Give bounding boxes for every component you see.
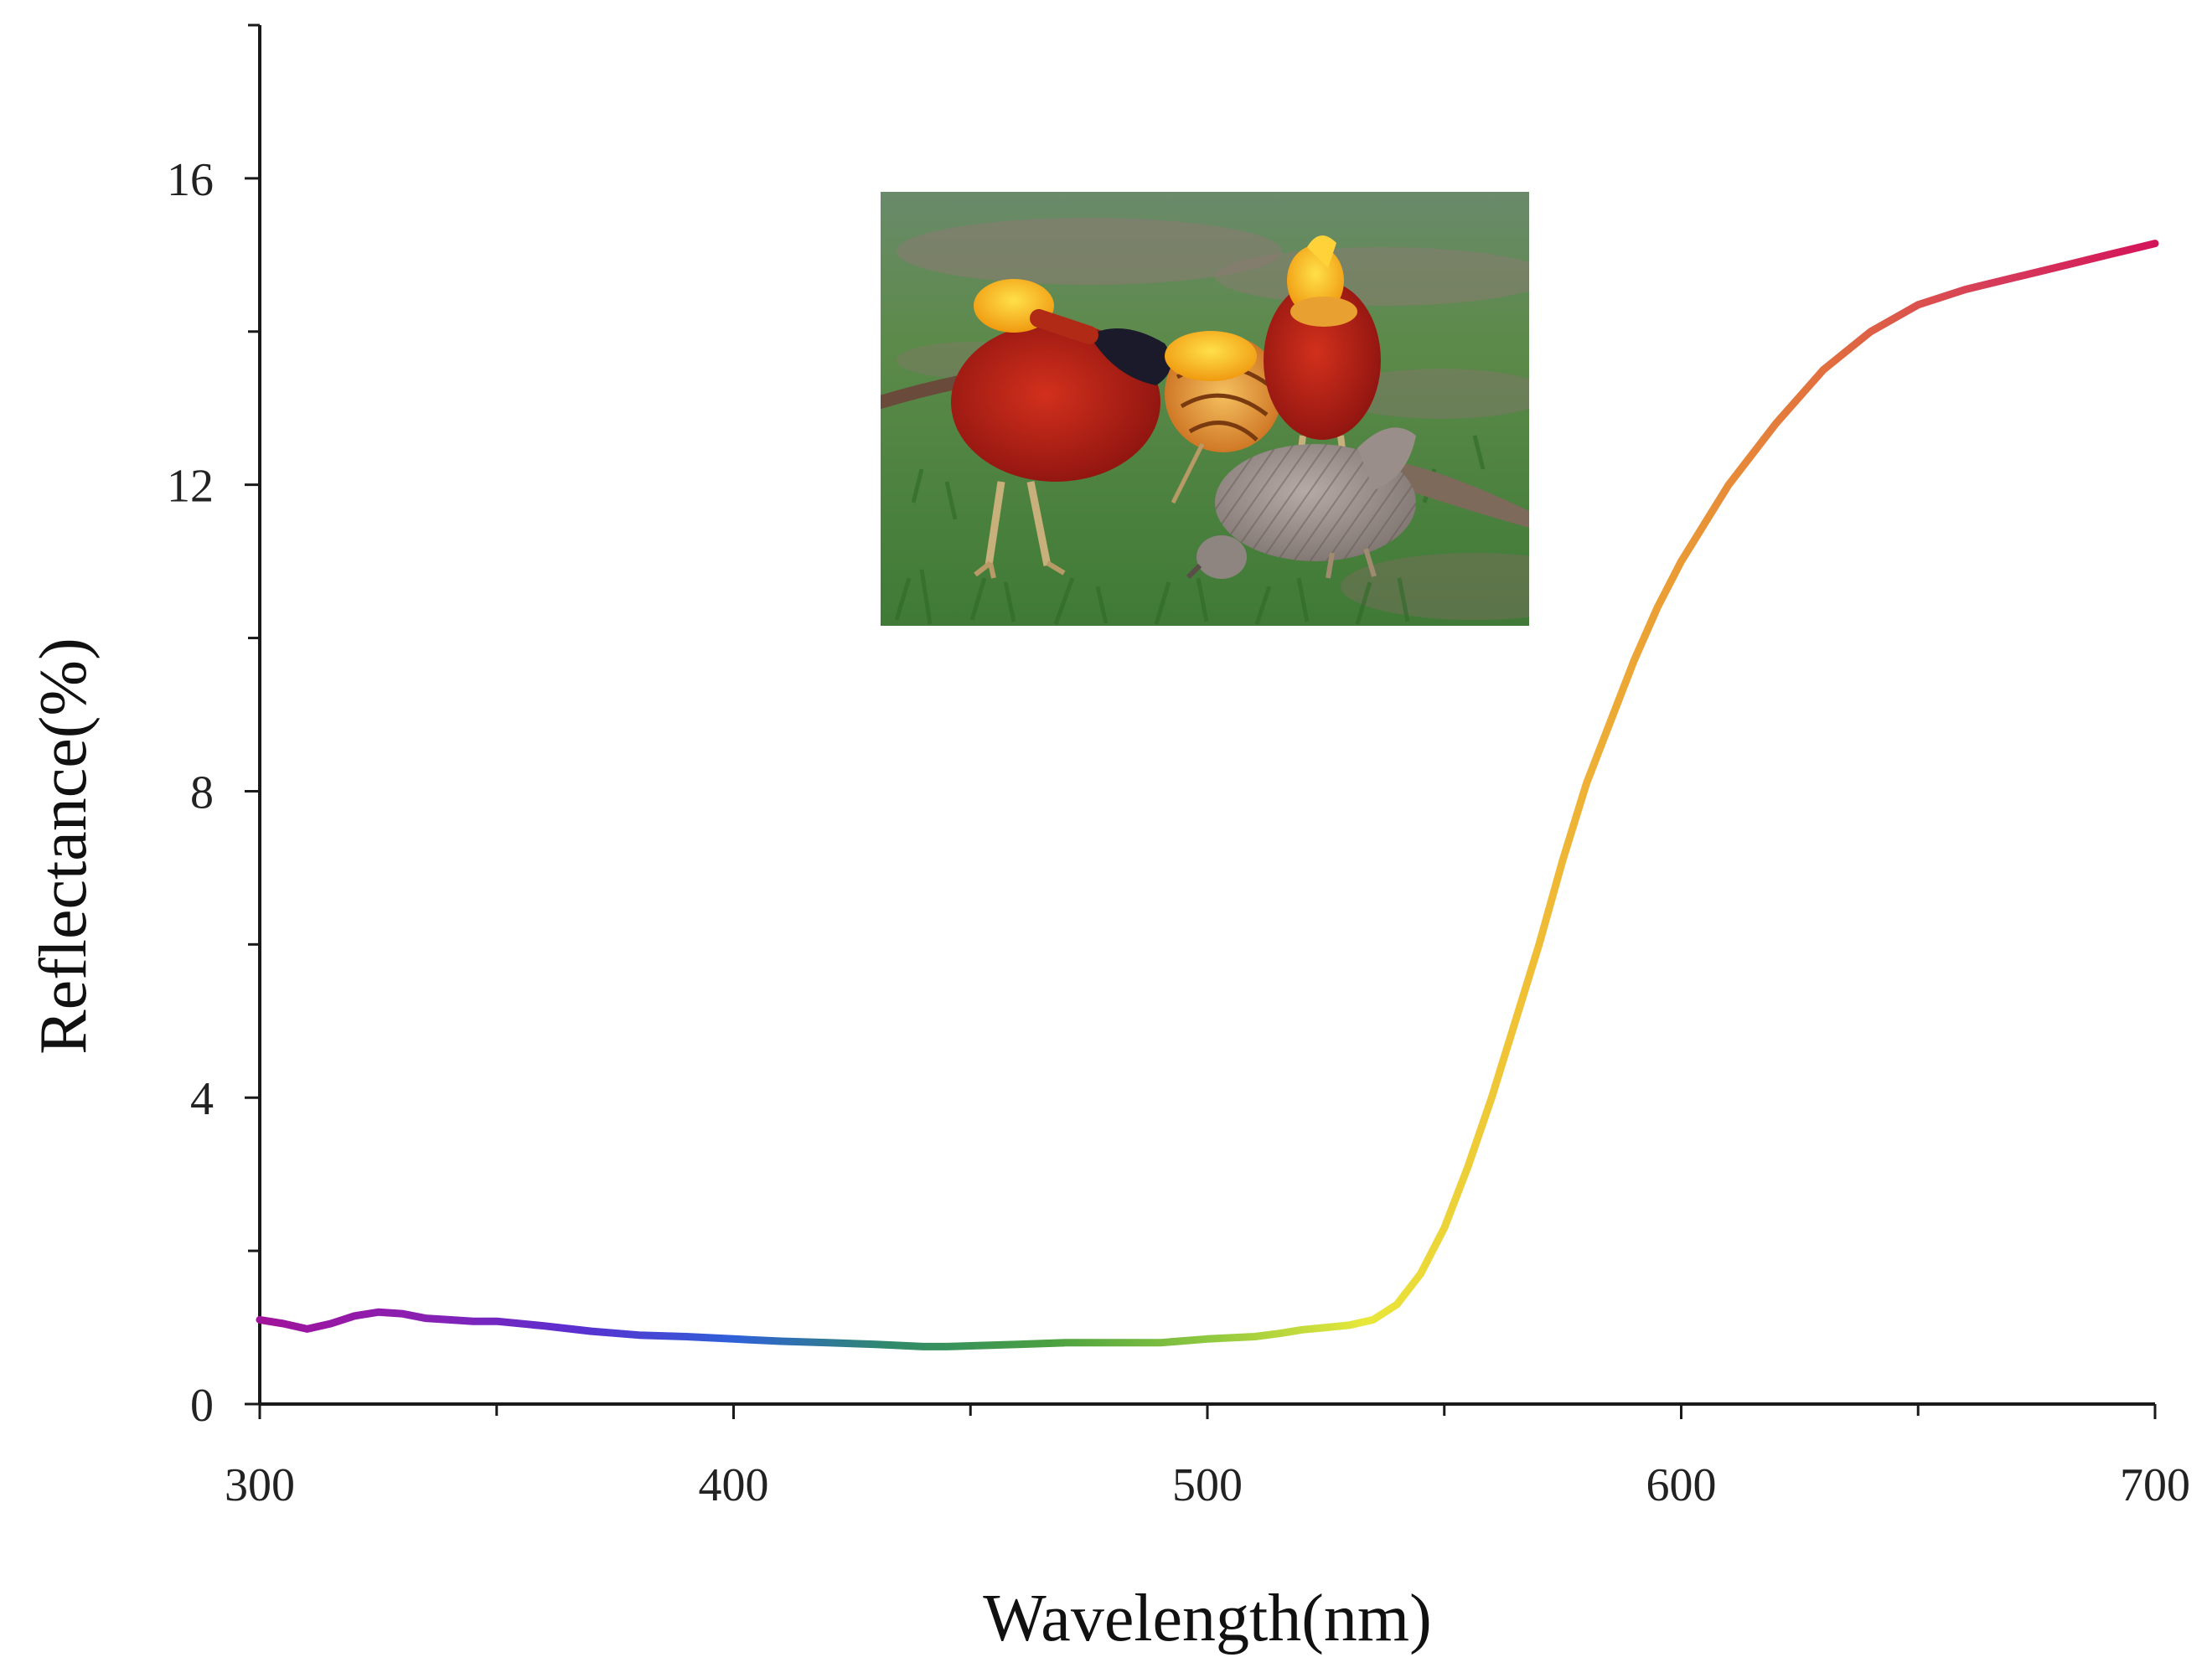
reflectance-point — [1065, 1342, 1066, 1343]
reflectance-point — [449, 1319, 450, 1320]
reflectance-point — [425, 1318, 426, 1319]
x-tick-label: 500 — [1172, 1459, 1243, 1511]
reflectance-point — [1278, 1333, 1279, 1334]
reflectance-point — [1918, 304, 1919, 305]
y-tick-label: 16 — [167, 154, 214, 206]
reflectance-point — [1965, 289, 1966, 290]
series-group — [256, 240, 2159, 1350]
reflectance-point — [1397, 1304, 1398, 1305]
reflectance-point — [1207, 1339, 1208, 1340]
male-pheasant-back — [1264, 235, 1381, 470]
reflectance-point — [1704, 523, 1705, 524]
reflectance-point — [781, 1341, 782, 1342]
reflectance-point — [2155, 243, 2156, 244]
x-axis-title: Wavelength(nm) — [983, 1582, 1432, 1655]
reflectance-point — [1870, 331, 1871, 332]
reflectance-point — [1468, 1166, 1469, 1167]
reflectance-point — [1491, 1097, 1492, 1098]
reflectance-point — [947, 1346, 948, 1347]
reflectance-point — [1254, 1336, 1255, 1337]
reflectance-point — [686, 1336, 687, 1337]
reflectance-point — [354, 1315, 355, 1316]
reflectance-point — [1586, 783, 1587, 784]
reflectance-point — [496, 1321, 497, 1322]
y-tick-label: 0 — [190, 1380, 214, 1432]
reflectance-point — [733, 1339, 734, 1340]
y-tick-label: 8 — [190, 767, 214, 818]
reflectance-point — [1112, 1342, 1113, 1343]
reflectance-point — [1302, 1329, 1303, 1330]
reflectance-point — [1823, 369, 1824, 370]
y-axis-title: Reflectance(%) — [27, 638, 101, 1054]
x-tick-label: 400 — [699, 1459, 769, 1511]
reflectance-point — [1634, 661, 1635, 662]
reflectance-point — [591, 1331, 592, 1332]
reflectance-point — [1538, 944, 1539, 945]
reflectance-point — [1657, 607, 1658, 608]
reflectance-point — [1349, 1324, 1350, 1325]
reflectance-point — [2107, 255, 2108, 256]
reflectance-point — [544, 1325, 545, 1326]
reflectance-point — [378, 1312, 379, 1313]
female-pheasant — [1186, 427, 1529, 580]
y-tick-label: 4 — [190, 1073, 214, 1125]
reflectance-point — [1420, 1273, 1421, 1274]
reflectance-point — [828, 1342, 829, 1343]
x-axis: 300 400 500 600 700 — [225, 1402, 2190, 1511]
x-tick-label: 700 — [2120, 1459, 2190, 1511]
reflectance-point — [1681, 561, 1682, 562]
reflectance-point — [260, 1319, 261, 1320]
reflectance-point — [970, 1345, 971, 1346]
reflectance-point — [1444, 1227, 1445, 1228]
y-axis: 0 4 8 12 16 — [167, 23, 261, 1432]
reflectance-point — [1372, 1319, 1373, 1320]
x-tick-label: 600 — [1646, 1459, 1717, 1511]
reflectance-point — [1775, 423, 1776, 424]
golden-pheasant-photo — [881, 192, 1529, 626]
male-pheasant-front — [951, 279, 1282, 579]
y-tick-label: 12 — [167, 461, 214, 513]
reflectance-series-line — [256, 240, 2159, 1350]
x-tick-label: 300 — [225, 1459, 295, 1511]
reflectance-point — [1017, 1344, 1018, 1345]
reflectance-point — [1515, 1020, 1516, 1021]
